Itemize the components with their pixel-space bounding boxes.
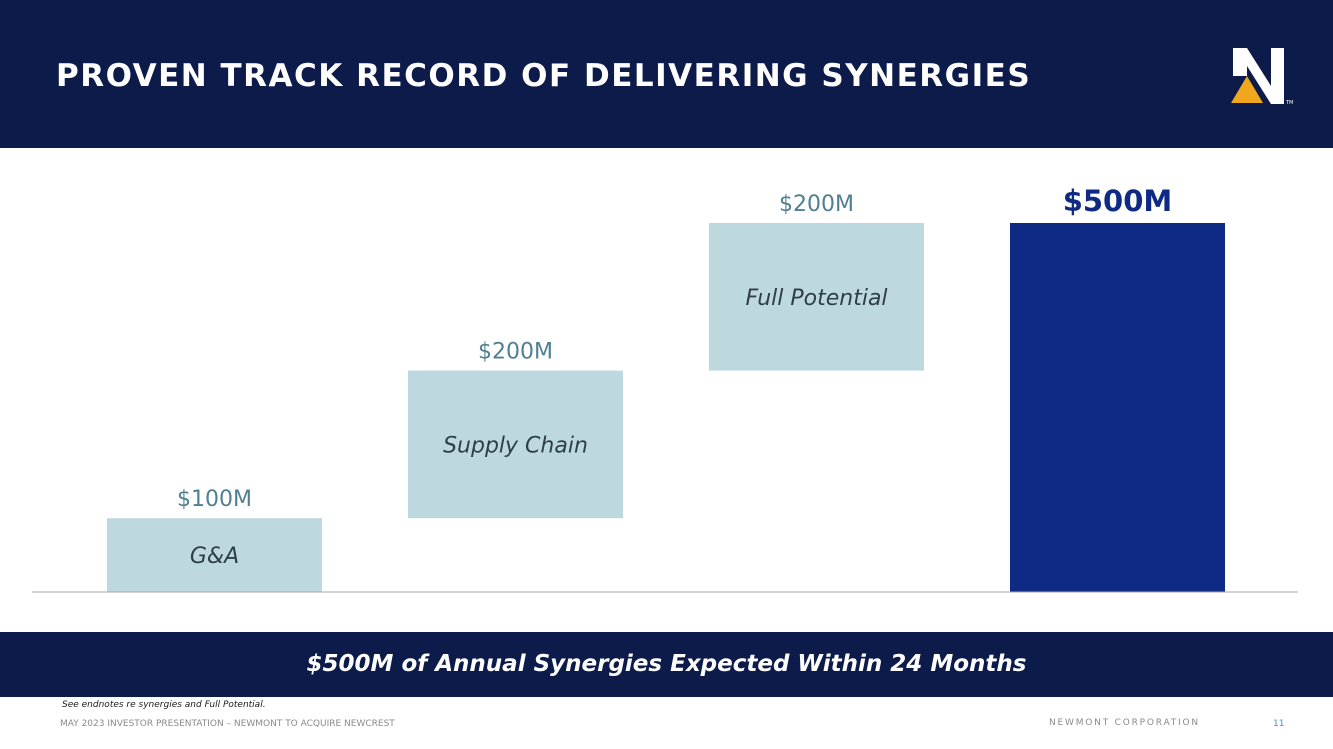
footer-company-name: NEWMONT CORPORATION [1049, 718, 1200, 728]
value-label: $100M [177, 487, 252, 512]
bar-step-2 [408, 370, 623, 519]
value-label: $200M [478, 340, 553, 365]
summary-banner: $500M of Annual Synergies Expected Withi… [0, 632, 1333, 697]
header-bar: PROVEN TRACK RECORD OF DELIVERING SYNERG… [0, 0, 1333, 148]
trademark-mark: TM [1285, 100, 1293, 106]
page-number: 11 [1273, 719, 1285, 729]
value-label: $200M [779, 192, 854, 217]
synergy-waterfall-chart: $100M G&A $200M Supply Chain $200M Full Poten… [32, 184, 1298, 593]
category-label: G&A [190, 544, 239, 569]
category-label: Supply Chain [443, 433, 588, 458]
bar-step-3 [709, 223, 924, 371]
category-label: Full Potential [745, 286, 887, 311]
endnote-text: See endnotes re synergies and Full Poten… [62, 700, 266, 710]
bar-step-1 [107, 518, 322, 592]
page-title: PROVEN TRACK RECORD OF DELIVERING SYNERG… [56, 58, 1032, 94]
footer-presentation-title: MAY 2023 INVESTOR PRESENTATION – NEWMONT… [60, 719, 395, 729]
newmont-n-logo-icon: TM [1231, 48, 1293, 106]
banner-text: $500M of Annual Synergies Expected Withi… [306, 651, 1027, 677]
bar-total [1010, 223, 1225, 592]
value-label: $500M [1063, 184, 1173, 218]
